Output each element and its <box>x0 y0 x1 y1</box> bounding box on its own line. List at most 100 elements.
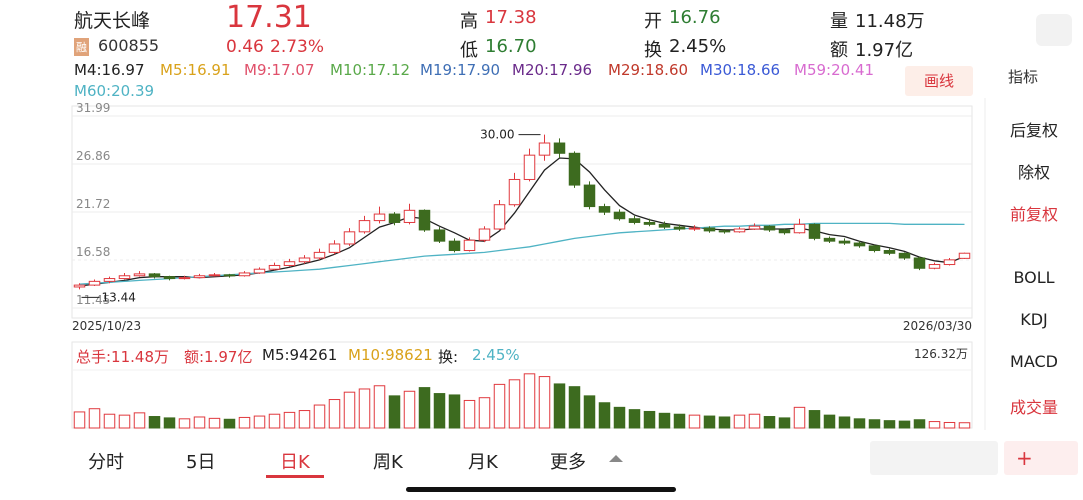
tab[interactable]: 分时 <box>88 452 124 473</box>
tab[interactable]: 5日 <box>186 452 216 473</box>
screen-button[interactable] <box>1036 14 1072 46</box>
candle-body <box>538 142 551 156</box>
sidebar-item[interactable]: 除权 <box>1017 163 1050 182</box>
volume-bar <box>298 410 311 429</box>
stat-value: 2.45% <box>669 36 727 57</box>
sidebar-item[interactable]: BOLL <box>1013 268 1055 287</box>
stat-label: 低 <box>460 40 478 61</box>
candle-body <box>163 276 176 280</box>
volume-bar <box>628 409 641 429</box>
candle-body <box>478 228 491 241</box>
candle-body <box>148 273 161 278</box>
volume-legend-item: 总手:11.48万 <box>76 348 169 366</box>
candle-body <box>718 230 731 233</box>
candle-body <box>568 152 581 186</box>
candle-body <box>808 223 821 239</box>
volume-legend-item: 2.45% <box>472 346 520 364</box>
candle-body <box>778 229 791 234</box>
x-start-label: 2025/10/23 <box>72 319 141 333</box>
candle-body <box>658 223 671 228</box>
tab[interactable]: 月K <box>468 452 498 473</box>
volume-bar <box>553 383 566 429</box>
home-indicator <box>406 487 676 492</box>
tab[interactable]: 更多 <box>550 452 586 473</box>
volume-legend-item: M5:94261 <box>262 346 338 364</box>
volume-bar <box>88 408 101 429</box>
y-tick-label: 21.72 <box>76 197 110 211</box>
volume-legend-item: 换: <box>438 348 459 366</box>
candle-body <box>238 272 251 277</box>
volume-bar <box>703 415 716 429</box>
candle-body <box>868 245 881 252</box>
volume-bar <box>208 417 221 429</box>
volume-bar <box>133 412 146 429</box>
sidebar-item[interactable]: 后复权 <box>1009 121 1058 140</box>
volume-legend-item: M10:98621 <box>348 346 433 364</box>
stock-name: 航天长峰 <box>74 10 151 32</box>
volume-bar <box>103 413 116 429</box>
candle-body <box>223 274 236 277</box>
volume-bar <box>373 385 386 429</box>
candle-body <box>898 252 911 259</box>
candle-body <box>133 273 146 277</box>
candle-body <box>733 228 746 233</box>
candle-body <box>943 259 956 266</box>
indicator-button[interactable]: 指标 <box>1008 68 1039 86</box>
volume-bar <box>718 416 731 429</box>
sidebar-item[interactable]: MACD <box>1010 352 1058 371</box>
button-bg <box>870 441 998 475</box>
candle-body <box>958 252 971 259</box>
candle-body <box>193 275 206 279</box>
annotation: 30.00 <box>480 128 514 142</box>
tab[interactable]: 日K <box>280 452 310 473</box>
volume-tick-label: 126.32万 <box>914 347 968 361</box>
volume-bar <box>733 414 746 429</box>
candle-body <box>583 184 596 208</box>
volume-bar <box>493 383 506 429</box>
stat-label: 换 <box>644 40 662 61</box>
volume-bar <box>823 414 836 429</box>
volume-bar <box>253 415 266 429</box>
volume-bar <box>343 391 356 429</box>
candle-body <box>703 227 716 232</box>
volume-bar <box>568 386 581 429</box>
more-arrow <box>609 455 623 462</box>
candle-body <box>283 261 296 266</box>
volume-bar <box>433 393 446 429</box>
candle-body <box>448 240 461 252</box>
candle-body <box>613 211 626 220</box>
volume-bar <box>163 417 176 429</box>
tab[interactable]: 周K <box>373 452 403 473</box>
volume-legend-item: 额:1.97亿 <box>184 348 253 366</box>
y-tick-label: 16.58 <box>76 245 110 259</box>
volume-frame <box>71 341 973 429</box>
candle-body <box>208 274 221 277</box>
candle-body <box>73 284 86 288</box>
volume-bar <box>643 410 656 429</box>
stat-value: 17.38 <box>485 7 537 28</box>
active-tab-underline <box>266 475 324 478</box>
volume-bar <box>583 395 596 429</box>
candle-body <box>358 220 371 233</box>
volume-bar <box>283 411 296 429</box>
candle-body <box>793 223 806 234</box>
stat-label: 开 <box>644 11 662 32</box>
stat-label: 高 <box>460 11 478 32</box>
volume-bar <box>853 418 866 429</box>
ma-legend-item: M60:20.39 <box>74 82 155 100</box>
candle-body <box>388 213 401 223</box>
candle-body <box>298 257 311 263</box>
candle-body <box>418 209 431 231</box>
sidebar-item[interactable]: 成交量 <box>1009 398 1058 417</box>
volume-bar <box>313 404 326 429</box>
candle-body <box>403 209 416 223</box>
volume-bar <box>328 399 341 429</box>
draw-button[interactable]: 画线 <box>905 66 973 96</box>
sidebar-item[interactable]: KDJ <box>1020 310 1048 329</box>
candle-body <box>178 277 191 280</box>
candle-body <box>823 237 836 242</box>
ma-legend-item: M19:17.90 <box>420 61 501 79</box>
sidebar-item[interactable]: 前复权 <box>1009 205 1058 224</box>
volume-bar <box>598 402 611 429</box>
